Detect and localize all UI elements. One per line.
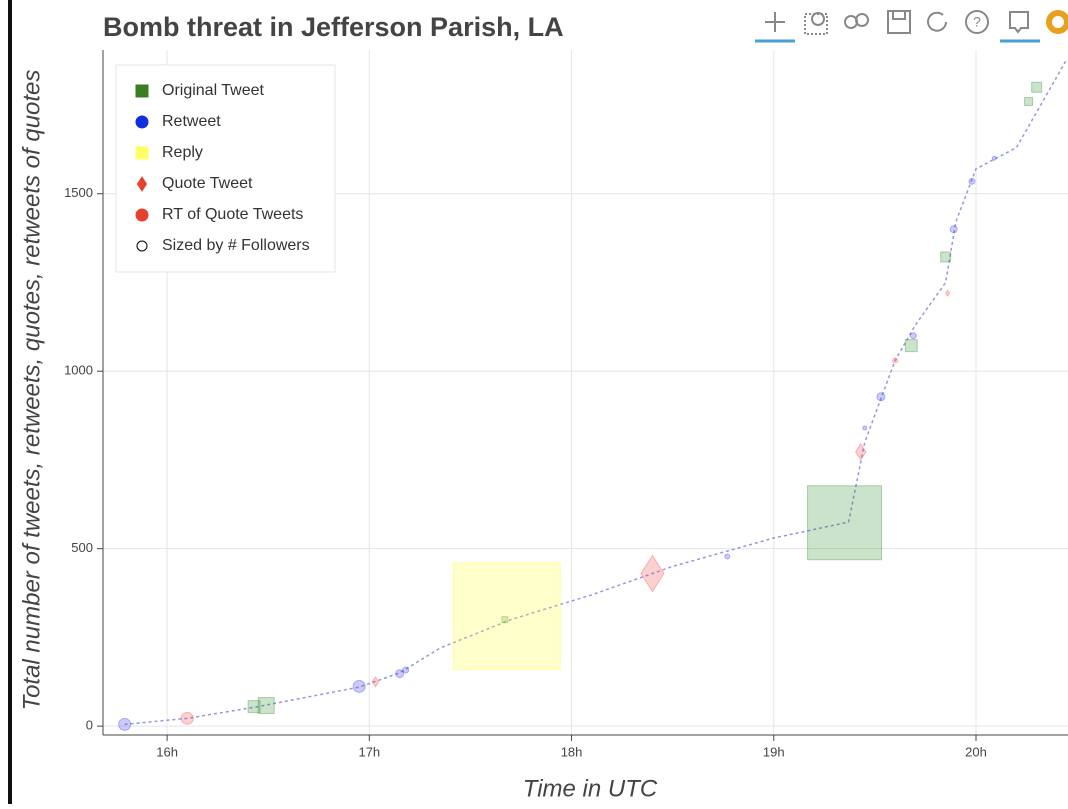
legend-label: Reply	[162, 144, 203, 161]
y-tick-label: 500	[71, 540, 93, 555]
square-marker	[247, 700, 261, 714]
help-tool[interactable]: ?	[965, 10, 989, 34]
circle-marker	[118, 717, 132, 731]
legend-swatch	[135, 115, 149, 129]
pan-tool[interactable]	[755, 12, 795, 43]
trail-line	[124, 58, 1068, 726]
x-tick-label: 19h	[763, 744, 785, 759]
circle-marker	[180, 711, 194, 725]
side-bar	[8, 0, 12, 804]
circle-marker	[724, 553, 731, 560]
circle-marker	[862, 425, 868, 431]
circle-marker	[395, 669, 405, 679]
legend-swatch	[135, 146, 149, 160]
square-marker	[501, 616, 509, 624]
square-marker	[257, 697, 275, 715]
legend-swatch	[136, 176, 148, 192]
diamond-marker	[640, 554, 665, 593]
legend-label: RT of Quote Tweets	[162, 206, 303, 223]
diamond-marker	[371, 675, 380, 688]
circle-marker	[876, 392, 886, 402]
x-axis-label: Time in UTC	[523, 775, 658, 802]
square-marker	[1024, 96, 1034, 106]
legend-swatch	[135, 84, 149, 98]
legend-swatch	[135, 208, 149, 222]
square-marker	[807, 485, 883, 561]
y-axis-label: Total number of tweets, retweets, quotes…	[18, 70, 45, 711]
diamond-marker	[945, 289, 951, 298]
svg-text:?: ?	[973, 14, 981, 30]
x-tick-label: 18h	[561, 744, 583, 759]
legend-label: Quote Tweet	[162, 175, 253, 192]
y-tick-label: 1000	[64, 363, 93, 378]
y-tick-label: 1500	[64, 185, 93, 200]
x-tick-label: 16h	[156, 744, 178, 759]
circle-marker	[402, 666, 410, 674]
toolbar[interactable]: ?	[755, 10, 1068, 43]
wheel-zoom-tool[interactable]	[844, 13, 869, 29]
x-tick-label: 17h	[358, 744, 380, 759]
circle-marker	[892, 357, 899, 364]
legend-box	[115, 64, 336, 273]
y-tick-label: 0	[86, 718, 93, 733]
legend: Original Tweet Retweet Reply Quote Tweet RT …	[115, 64, 336, 273]
circle-marker	[991, 155, 997, 161]
legend-swatch	[136, 240, 148, 252]
save-tool[interactable]	[887, 10, 911, 34]
circle-marker	[352, 679, 366, 693]
legend-label: Original Tweet	[162, 82, 265, 99]
circle-marker	[968, 177, 976, 185]
reset-tool[interactable]	[927, 11, 947, 32]
square-marker	[1031, 81, 1043, 93]
square-marker	[904, 339, 918, 353]
zoom-tool[interactable]	[804, 12, 828, 35]
chart-title: Bomb threat in Jefferson Parish, LA	[103, 12, 564, 42]
square-marker	[452, 562, 561, 671]
legend-label: Sized by # Followers	[162, 237, 310, 254]
diamond-marker	[855, 442, 867, 461]
circle-marker	[909, 332, 917, 340]
legend-label: Retweet	[162, 113, 221, 130]
circle-marker	[949, 225, 958, 234]
bokeh-logo[interactable]	[1046, 10, 1068, 34]
x-tick-label: 20h	[965, 744, 987, 759]
hover-tool[interactable]	[1000, 11, 1040, 43]
square-marker	[940, 251, 952, 263]
